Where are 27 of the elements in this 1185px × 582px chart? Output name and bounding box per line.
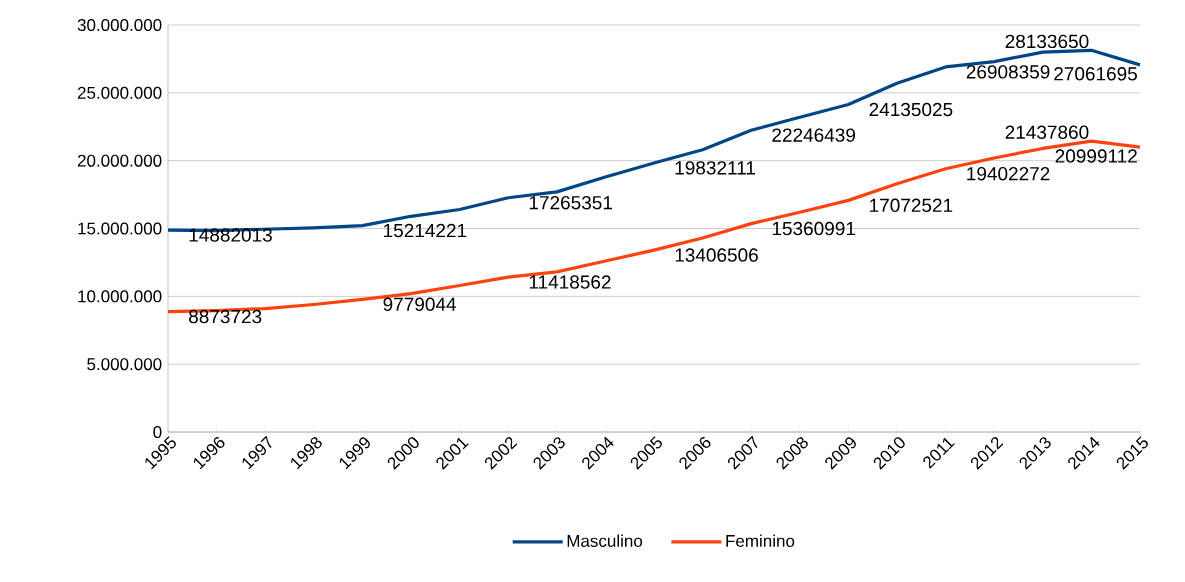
data-label: 19832111 <box>675 161 755 175</box>
data-label: 24135025 <box>869 102 953 117</box>
y-tick-label: 25.000.000 <box>77 86 162 99</box>
data-label: 17265351 <box>529 195 612 210</box>
data-label: 21437860 <box>1005 125 1089 139</box>
data-label: 11418562 <box>529 275 611 289</box>
y-tick-label: 30.000.000 <box>77 18 162 32</box>
data-label: 17072521 <box>870 198 953 213</box>
y-tick-label: 0 <box>153 425 162 439</box>
data-label: 15360991 <box>772 221 855 236</box>
data-label: 27061695 <box>1054 67 1137 81</box>
y-tick-label: 20.000.000 <box>77 154 162 167</box>
data-label: 26908359 <box>966 65 1050 79</box>
y-tick-label: 5.000.000 <box>87 358 162 371</box>
data-label: 8873723 <box>189 309 262 324</box>
data-label: 15214221 <box>384 223 467 238</box>
data-label: 13406506 <box>675 248 758 262</box>
data-label: 22246439 <box>772 128 856 142</box>
data-label: 9779044 <box>383 297 456 311</box>
data-label: 28133650 <box>1005 34 1089 49</box>
data-label: 14882013 <box>189 228 272 242</box>
data-label: 19402272 <box>967 166 1050 181</box>
data-label: 20999112 <box>1055 149 1137 163</box>
y-tick-label: 10.000.000 <box>78 290 162 303</box>
legend-label: Masculino <box>567 534 643 547</box>
y-tick-label: 15.000.000 <box>78 222 162 235</box>
legend-label: Feminino <box>726 534 795 547</box>
